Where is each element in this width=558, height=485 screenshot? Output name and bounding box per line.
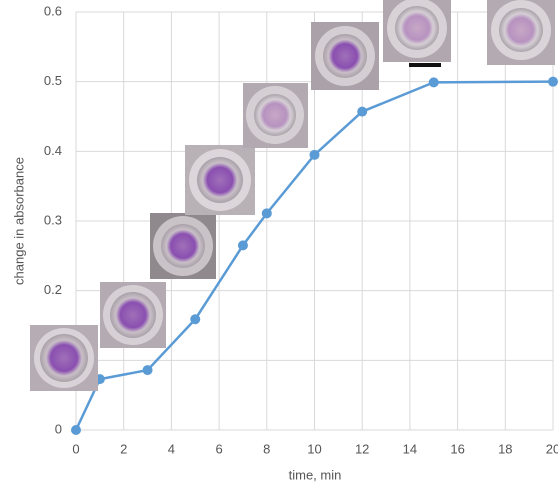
well-photo bbox=[30, 325, 98, 391]
well-photo bbox=[150, 213, 216, 279]
x-tick-label: 6 bbox=[215, 441, 222, 456]
well-photos bbox=[30, 0, 555, 391]
well-photo bbox=[487, 0, 555, 65]
well-photo bbox=[383, 0, 451, 67]
y-tick-label: 0.5 bbox=[44, 73, 62, 88]
x-tick-label: 14 bbox=[403, 441, 417, 456]
well-photo bbox=[185, 145, 255, 215]
data-point bbox=[428, 77, 439, 88]
x-tick-label: 20 bbox=[546, 441, 558, 456]
y-tick-label: 0 bbox=[55, 421, 62, 436]
y-tick-label: 0.6 bbox=[44, 3, 62, 18]
series-line bbox=[74, 80, 554, 431]
x-tick-label: 2 bbox=[120, 441, 127, 456]
well-photo bbox=[243, 83, 308, 148]
x-tick-label: 10 bbox=[307, 441, 321, 456]
data-point bbox=[309, 149, 320, 160]
y-tick-label: 0.2 bbox=[44, 282, 62, 297]
well-photo bbox=[311, 22, 379, 90]
x-tick-label: 12 bbox=[355, 441, 369, 456]
data-point bbox=[142, 365, 153, 376]
data-point bbox=[237, 240, 248, 251]
y-axis-label: change in absorbance bbox=[11, 157, 26, 285]
data-point bbox=[71, 425, 81, 435]
data-point bbox=[357, 106, 368, 117]
data-point bbox=[261, 208, 272, 219]
y-tick-label: 0.4 bbox=[44, 143, 62, 158]
well-photo bbox=[100, 282, 166, 348]
x-tick-label: 4 bbox=[168, 441, 175, 456]
x-tick-label: 0 bbox=[72, 441, 79, 456]
data-point bbox=[548, 76, 558, 87]
x-tick-label: 18 bbox=[498, 441, 512, 456]
x-tick-label: 16 bbox=[450, 441, 464, 456]
x-axis-label: time, min bbox=[289, 467, 342, 482]
x-tick-label: 8 bbox=[263, 441, 270, 456]
data-point bbox=[190, 314, 201, 325]
y-tick-label: 0.3 bbox=[44, 212, 62, 227]
